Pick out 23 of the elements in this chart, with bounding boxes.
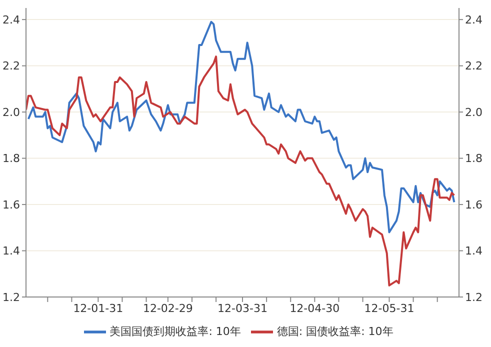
y-tick-label: 2.2	[2, 60, 20, 73]
y-tick-label: 1.8	[2, 152, 20, 166]
y2-tick-label: 1.4	[465, 244, 482, 258]
y2-tick-label: 2.4	[465, 13, 482, 26]
x-tick-label: 12-04-30	[290, 302, 340, 315]
y2-tick-label: 2.0	[465, 106, 482, 119]
x-tick-label: 12-02-29	[142, 302, 193, 315]
y2-tick-label: 2.2	[465, 60, 482, 73]
y-tick-label: 2.4	[2, 13, 20, 26]
x-tick-label: 12-05-31	[364, 302, 414, 315]
x-tick-label: 12-01-31	[73, 302, 124, 315]
line-series	[26, 56, 456, 286]
legend-label: 德国: 国债收益率: 10年	[276, 325, 394, 338]
y-tick-label: 1.2	[2, 290, 20, 304]
y2-tick-label: 1.2	[465, 290, 482, 304]
y-tick-label: 2.0	[2, 106, 20, 119]
line-series	[27, 20, 456, 234]
legend-label: 美国国债到期收益率: 10年	[110, 325, 241, 338]
y2-tick-label: 1.8	[465, 152, 482, 166]
y-tick-label: 1.6	[2, 198, 20, 212]
y-tick-label: 1.4	[2, 244, 20, 258]
y2-tick-label: 1.6	[465, 198, 482, 212]
x-tick-label: 12-03-31	[218, 302, 268, 315]
